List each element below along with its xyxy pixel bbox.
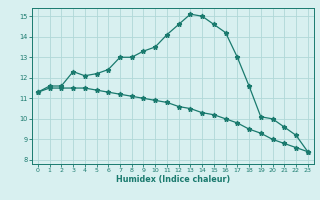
X-axis label: Humidex (Indice chaleur): Humidex (Indice chaleur) — [116, 175, 230, 184]
